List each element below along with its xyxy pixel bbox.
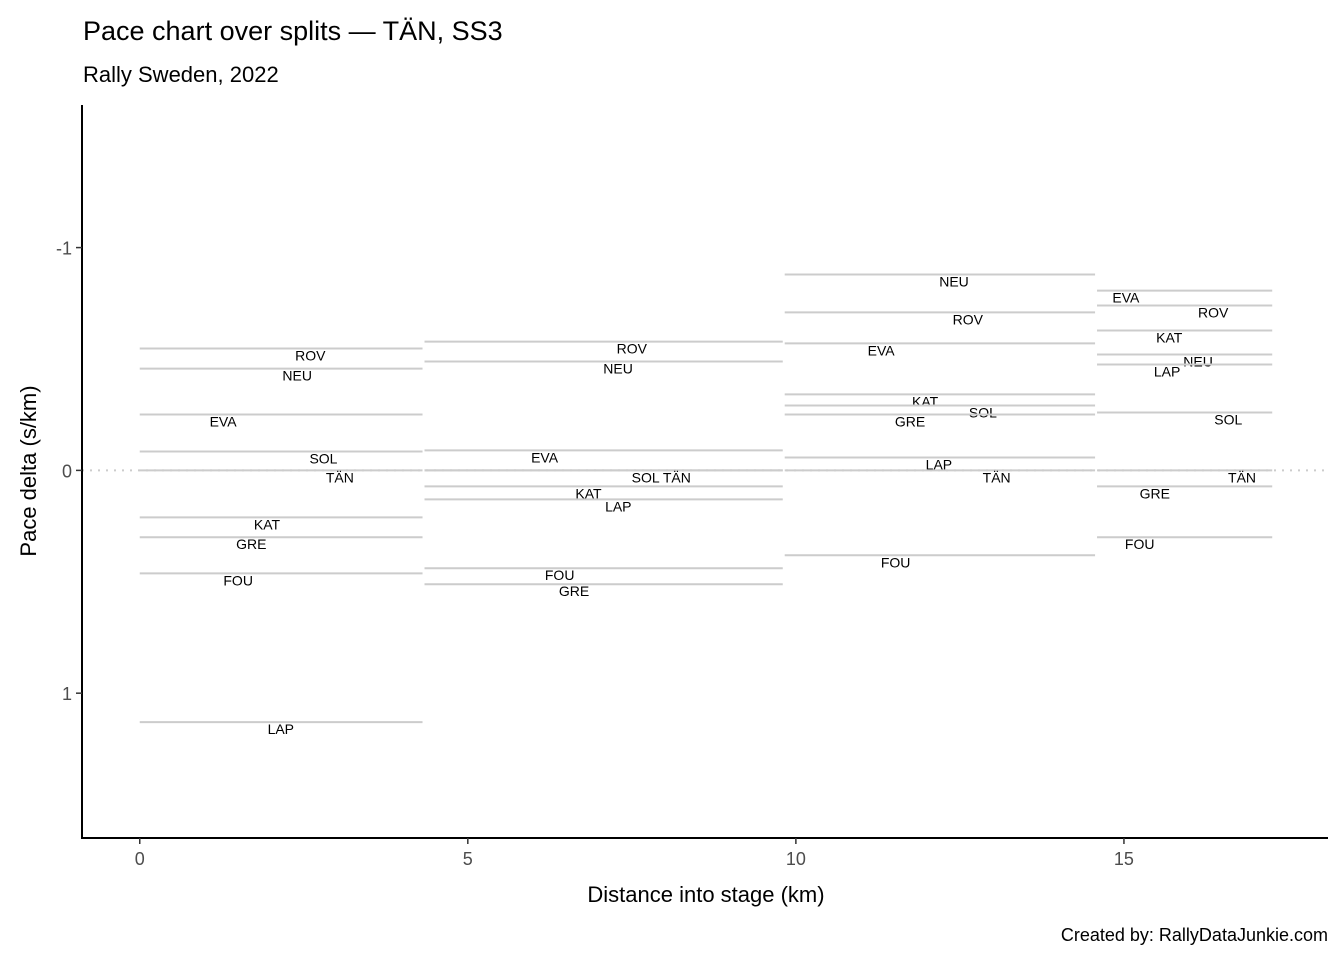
x-tick-label: 0 bbox=[135, 849, 145, 869]
driver-label-ROV-3: ROV bbox=[1198, 305, 1229, 321]
driver-label-TÄN-2: TÄN bbox=[983, 469, 1011, 485]
driver-label-LAP-3: LAP bbox=[1154, 364, 1180, 380]
driver-label-GRE-1: GRE bbox=[559, 583, 589, 599]
driver-label-NEU-0: NEU bbox=[282, 368, 312, 384]
driver-label-FOU-0: FOU bbox=[223, 572, 253, 588]
driver-label-EVA-3: EVA bbox=[1112, 290, 1140, 306]
driver-label-NEU-1: NEU bbox=[603, 360, 633, 376]
driver-label-FOU-2: FOU bbox=[881, 554, 911, 570]
driver-label-KAT-0: KAT bbox=[254, 516, 281, 532]
y-axis-label: Pace delta (s/km) bbox=[16, 385, 41, 556]
driver-label-SOL-2: SOL bbox=[969, 405, 997, 421]
x-tick-label: 15 bbox=[1114, 849, 1134, 869]
driver-label-KAT-2: KAT bbox=[912, 393, 939, 409]
driver-label-LAP-1: LAP bbox=[605, 498, 631, 514]
driver-label-FOU-1: FOU bbox=[545, 567, 575, 583]
x-tick-label: 5 bbox=[463, 849, 473, 869]
driver-label-EVA-2: EVA bbox=[868, 342, 896, 358]
driver-label-GRE-2: GRE bbox=[895, 413, 925, 429]
y-tick-label: -1 bbox=[56, 239, 72, 259]
driver-label-LAP-2: LAP bbox=[926, 456, 952, 472]
chart-title: Pace chart over splits — TÄN, SS3 bbox=[83, 16, 503, 46]
driver-label-ROV-2: ROV bbox=[953, 311, 984, 327]
driver-label-FOU-3: FOU bbox=[1125, 536, 1155, 552]
y-tick-label: 0 bbox=[62, 461, 72, 481]
driver-label-GRE-0: GRE bbox=[236, 536, 266, 552]
y-tick-label: 1 bbox=[62, 684, 72, 704]
driver-label-ROV-1: ROV bbox=[617, 341, 648, 357]
driver-label-SOL-3: SOL bbox=[1214, 411, 1242, 427]
driver-label-KAT-3: KAT bbox=[1156, 329, 1183, 345]
driver-label-TÄN-0: TÄN bbox=[326, 469, 354, 485]
x-axis-label: Distance into stage (km) bbox=[587, 882, 824, 907]
x-tick-label: 10 bbox=[786, 849, 806, 869]
driver-label-SOL-1: SOL bbox=[632, 469, 660, 485]
driver-label-NEU-2: NEU bbox=[939, 274, 969, 290]
driver-label-GRE-3: GRE bbox=[1140, 485, 1170, 501]
driver-label-TÄN-3: TÄN bbox=[1228, 469, 1256, 485]
driver-label-EVA-0: EVA bbox=[210, 413, 238, 429]
driver-label-ROV-0: ROV bbox=[295, 348, 326, 364]
driver-label-TÄN-1: TÄN bbox=[663, 469, 691, 485]
driver-label-SOL-0: SOL bbox=[309, 450, 337, 466]
driver-label-EVA-1: EVA bbox=[531, 449, 559, 465]
driver-label-KAT-1: KAT bbox=[575, 485, 602, 501]
caption: Created by: RallyDataJunkie.com bbox=[1061, 925, 1328, 945]
driver-label-NEU-3: NEU bbox=[1183, 354, 1213, 370]
driver-label-LAP-0: LAP bbox=[268, 721, 294, 737]
chart-subtitle: Rally Sweden, 2022 bbox=[83, 62, 279, 87]
